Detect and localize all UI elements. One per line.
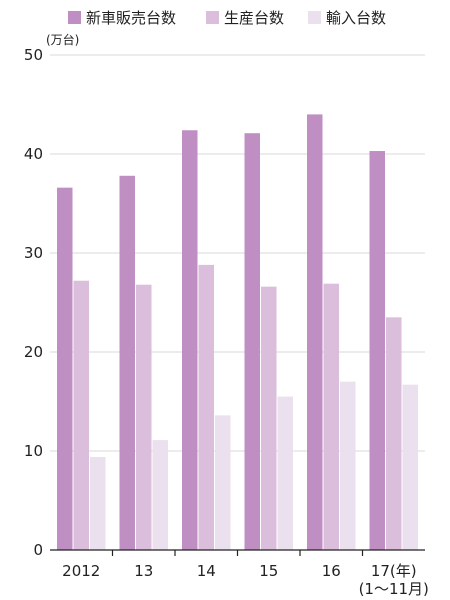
bar — [244, 133, 260, 550]
legend-swatch — [206, 11, 219, 24]
bar — [340, 381, 356, 550]
unit-label: (万台) — [46, 32, 79, 47]
x-tick-label: 2012 — [62, 562, 100, 580]
legend-label: 輸入台数 — [326, 9, 386, 27]
bar — [402, 384, 418, 550]
x-tick-label: 14 — [197, 562, 216, 580]
bar — [215, 415, 231, 550]
bar — [386, 317, 402, 550]
bar — [57, 187, 73, 550]
bar — [261, 286, 277, 550]
y-tick-label: 20 — [24, 343, 43, 361]
gridlines — [50, 54, 425, 452]
legend: 新車販売台数 生産台数 輸入台数 — [68, 9, 386, 27]
y-tick-label: 30 — [24, 244, 43, 262]
bar — [277, 396, 293, 550]
x-tick-label: 17(年) — [371, 562, 417, 580]
bar — [307, 114, 323, 551]
bar — [136, 284, 152, 550]
bar — [182, 130, 198, 551]
bar — [90, 456, 106, 550]
y-tick-label: 50 — [24, 46, 43, 64]
bar — [198, 264, 214, 550]
axes: 0 10 20 30 40 50 2012 13 14 15 16 17(年)(1〜11月) — [24, 46, 429, 598]
y-tick-label: 10 — [24, 442, 43, 460]
bar — [73, 280, 89, 550]
bar — [119, 175, 135, 550]
legend-swatch — [308, 11, 321, 24]
x-tick-label: 15 — [259, 562, 278, 580]
x-tick-label: 16 — [322, 562, 341, 580]
y-tick-label: 40 — [24, 145, 43, 163]
x-tick-label: 13 — [134, 562, 153, 580]
legend-label: 生産台数 — [224, 9, 284, 27]
bars — [57, 114, 418, 551]
legend-label: 新車販売台数 — [86, 9, 176, 27]
bar — [323, 283, 339, 550]
legend-swatch — [68, 11, 81, 24]
x-tick-sublabel: (1〜11月) — [359, 580, 429, 598]
bar — [152, 440, 168, 550]
y-tick-label: 0 — [33, 541, 43, 559]
bar — [369, 151, 385, 550]
